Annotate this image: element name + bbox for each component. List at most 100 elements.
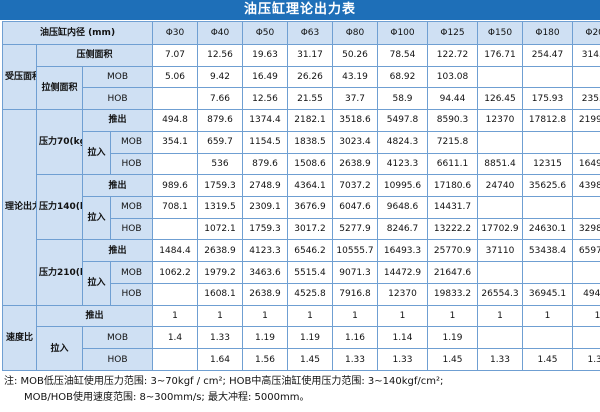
speed-value: 1 (332, 304, 378, 328)
force-value: 35625.6 (522, 174, 573, 197)
force-value: 3463.6 (242, 261, 288, 284)
force-value: 879.6 (242, 152, 288, 176)
force-value: 5515.4 (287, 261, 333, 284)
area-value (572, 65, 600, 89)
force-value: 4123.3 (377, 152, 428, 176)
force-value (522, 130, 573, 154)
area-hob-label: HOB (82, 87, 153, 111)
area-value: 7.66 (197, 87, 243, 111)
force-value: 1838.5 (287, 130, 333, 154)
force-value (522, 195, 573, 219)
area-value: 16.49 (242, 65, 288, 89)
speed-value: 1.16 (332, 326, 378, 350)
area-value: 122.72 (427, 43, 478, 67)
speed-value: 1 (242, 304, 288, 328)
speed-value: 1 (572, 304, 600, 328)
force-value: 12370 (477, 109, 523, 132)
force-value: 25770.9 (427, 239, 478, 263)
force-value: 26554.3 (477, 282, 523, 306)
force-value: 7215.8 (427, 130, 478, 154)
force-value: 989.6 (152, 174, 198, 197)
force-value: 8246.7 (377, 217, 428, 241)
area-value: 21.55 (287, 87, 333, 111)
force-value: 14431.7 (427, 195, 478, 219)
speed-value (572, 326, 600, 350)
force-value: 354.1 (152, 130, 198, 154)
force-value: 708.1 (152, 195, 198, 219)
force-value: 4824.3 (377, 130, 428, 154)
speed-value: 1.19 (242, 326, 288, 350)
force-hob-label: HOB (110, 152, 153, 176)
bore-size-header: Φ80 (332, 21, 378, 45)
force-value: 12315 (522, 152, 573, 176)
area-group-label: 受压面积cm² (2, 43, 37, 111)
force-value: 1062.2 (152, 261, 198, 284)
table-row: HOB 1608.1 2638.9 4525.8 7916.8 12370 19833.2 2… (3, 282, 600, 306)
force-mob-label: MOB (110, 130, 153, 154)
area-value: 58.9 (377, 87, 428, 111)
force-value: 2638.9 (197, 239, 243, 263)
speed-value: 1.56 (242, 348, 288, 371)
area-value: 12.56 (242, 87, 288, 111)
area-value: 37.7 (332, 87, 378, 111)
force-group-label: 理论出力kgf (2, 109, 37, 306)
table-row: 拉入 MOB 708.1 1319.5 2309.1 3676.9 6047.6 9648.6… (3, 195, 600, 241)
force-table: 油压缸内径 (mm) Φ30 Φ40 Φ50 Φ63 Φ80 Φ100 Φ125 Φ150 Φ18… (2, 21, 600, 372)
table-row: HOB 7.66 12.56 21.55 37.7 58.9 94.44 126.45 175.… (3, 87, 600, 111)
force-value: 6546.2 (287, 239, 333, 263)
area-value: 7.07 (152, 43, 198, 67)
force-pull-label: 拉入 (82, 130, 111, 176)
force-value: 7037.2 (332, 174, 378, 197)
force-value: 43982.3 (572, 174, 600, 197)
force-value: 9071.3 (332, 261, 378, 284)
force-value: 2309.1 (242, 195, 288, 219)
force-value: 2748.9 (242, 174, 288, 197)
force-value: 2638.9 (332, 152, 378, 176)
area-value: 43.19 (332, 65, 378, 89)
speed-value: 1.14 (377, 326, 428, 350)
force-value: 9648.6 (377, 195, 428, 219)
force-value (572, 130, 600, 154)
force-value: 8590.3 (427, 109, 478, 132)
force-value (572, 195, 600, 219)
table-row: 油压缸内径 (mm) Φ30 Φ40 Φ50 Φ63 Φ80 Φ100 Φ125 Φ150 Φ18… (2, 21, 600, 45)
area-value (522, 65, 573, 89)
force-value: 37110 (477, 239, 523, 263)
speed-push-label: 推出 (36, 304, 153, 328)
table-row: 速度比 推出 1 1 1 1 1 1 1 1 1 1 (2, 304, 600, 372)
force-value: 7916.8 (332, 282, 378, 306)
table-row: 理论出力kgf压力70(kgf/cm²)推出494.8879.61374.421… (2, 109, 600, 306)
force-value (477, 261, 523, 284)
force-value: 32986.7 (572, 217, 600, 241)
area-value: 12.56 (197, 43, 243, 67)
force-value (152, 217, 198, 241)
speed-value: 1.45 (287, 348, 333, 371)
force-value: 1508.6 (287, 152, 333, 176)
table-row: 压力210(kgf/cm²)推出1484.42638.94123.36546.2… (3, 239, 600, 306)
speed-value: 1 (522, 304, 573, 328)
speed-value (477, 326, 523, 350)
speed-value: 1.33 (377, 348, 428, 371)
force-value: 1154.5 (242, 130, 288, 154)
speed-value: 1.45 (522, 348, 573, 371)
bore-size-header: Φ50 (242, 21, 288, 45)
force-value: 3023.4 (332, 130, 378, 154)
force-value: 1608.1 (197, 282, 243, 306)
speed-value: 1 (427, 304, 478, 328)
force-value: 24740 (477, 174, 523, 197)
speed-value: 1.4 (152, 326, 198, 350)
area-value: 235.62 (572, 87, 600, 111)
force-hob-label: HOB (110, 282, 153, 306)
bore-size-header: Φ150 (477, 21, 523, 45)
force-value: 8851.4 (477, 152, 523, 176)
speed-value: 1 (197, 304, 243, 328)
bore-size-header: Φ40 (197, 21, 243, 45)
force-value: 16493.3 (572, 152, 600, 176)
speed-value: 1 (377, 304, 428, 328)
table-title: 油压缸理论出力表 (0, 0, 600, 20)
force-value: 17812.8 (522, 109, 573, 132)
speed-value: 1 (287, 304, 333, 328)
force-value: 4123.3 (242, 239, 288, 263)
area-value (152, 87, 198, 111)
force-value: 16493.3 (377, 239, 428, 263)
